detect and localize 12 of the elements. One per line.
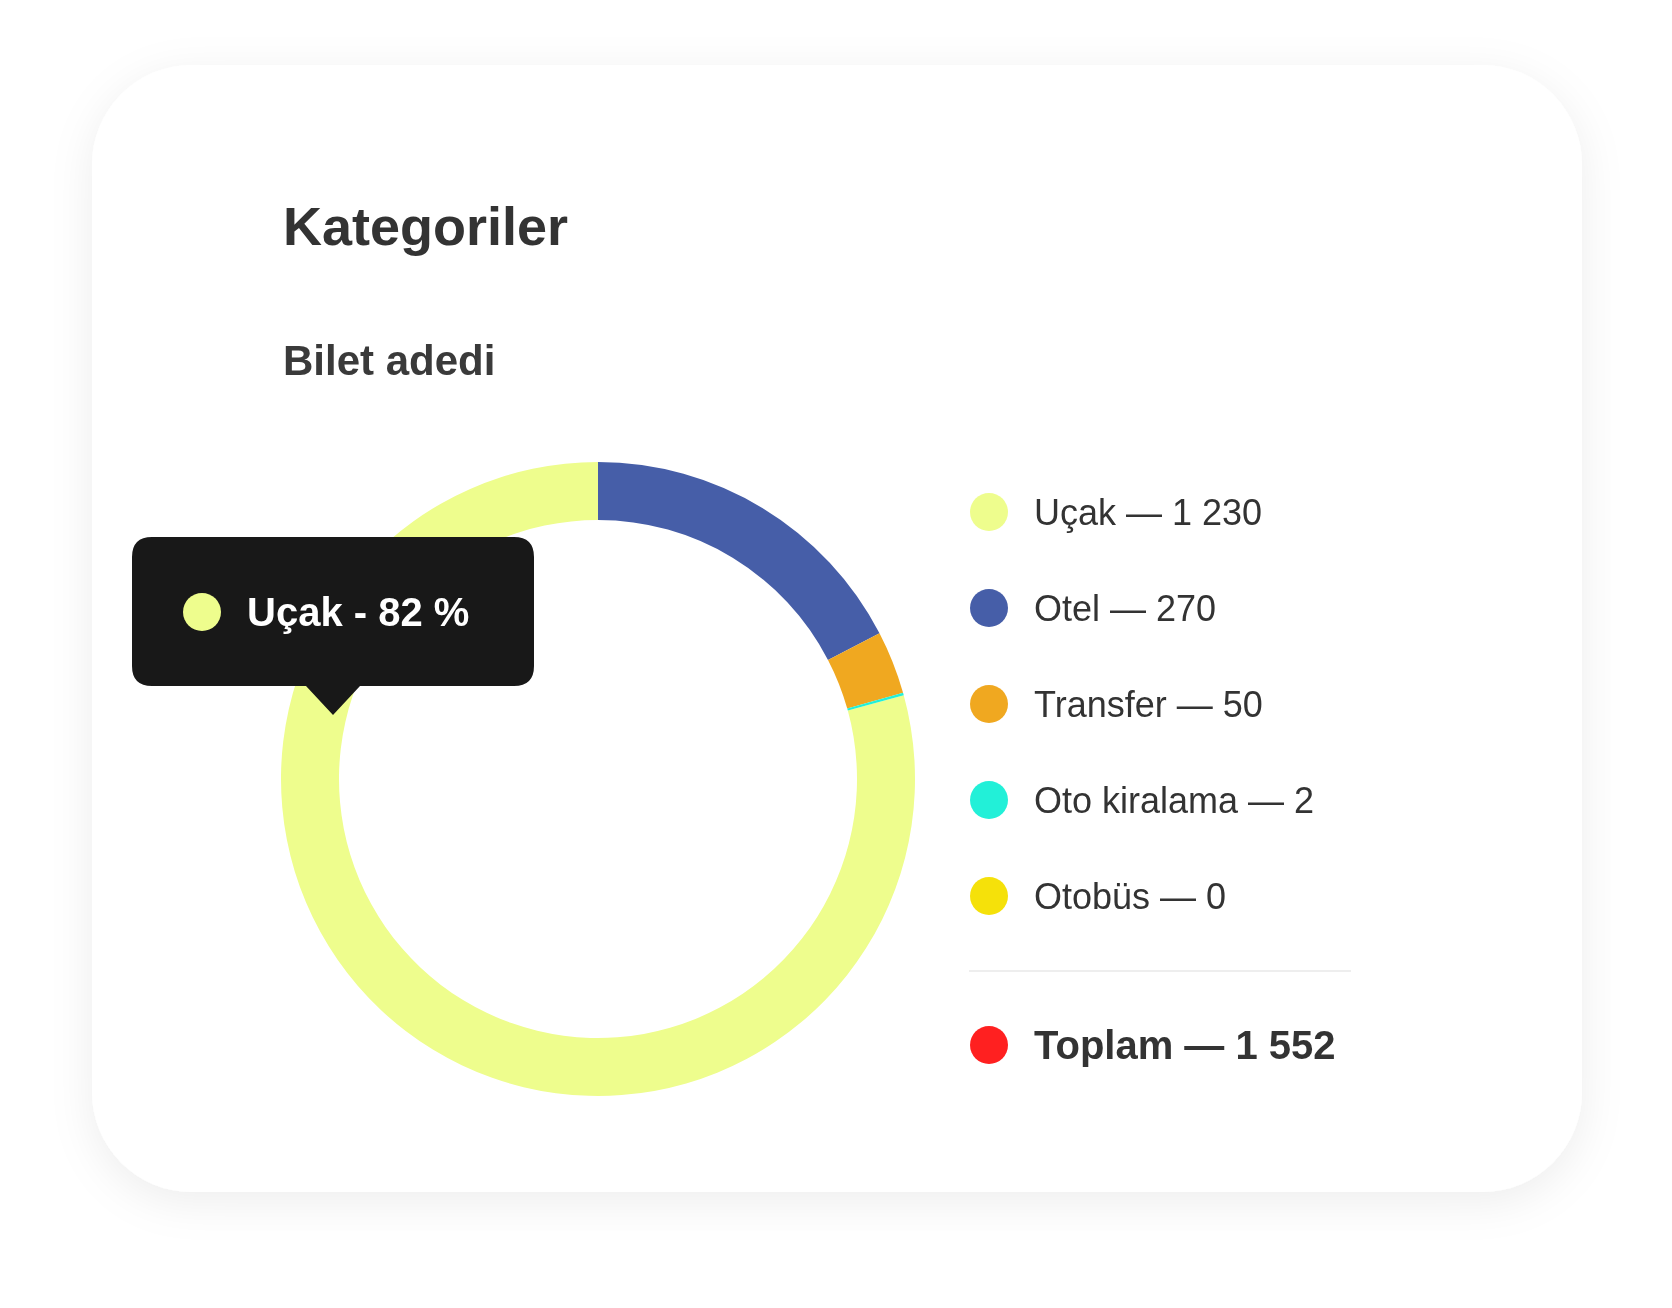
- legend-label: Uçak — 1 230: [1034, 492, 1263, 533]
- donut-slice: [828, 633, 904, 709]
- chart-subtitle: Bilet adedi: [283, 337, 496, 384]
- donut-slice: [847, 692, 904, 711]
- legend-label: Otel — 270: [1034, 588, 1217, 629]
- legend-label: Otobüs — 0: [1034, 876, 1227, 917]
- legend-label: Oto kiralama — 2: [1034, 780, 1315, 821]
- chart-title: Kategoriler: [283, 196, 569, 256]
- donut-slice: [598, 462, 880, 660]
- legend-label: Transfer — 50: [1034, 684, 1263, 725]
- text: Uçak - 82 %: [247, 590, 470, 634]
- text: Toplam — 1 552: [1034, 1023, 1336, 1067]
